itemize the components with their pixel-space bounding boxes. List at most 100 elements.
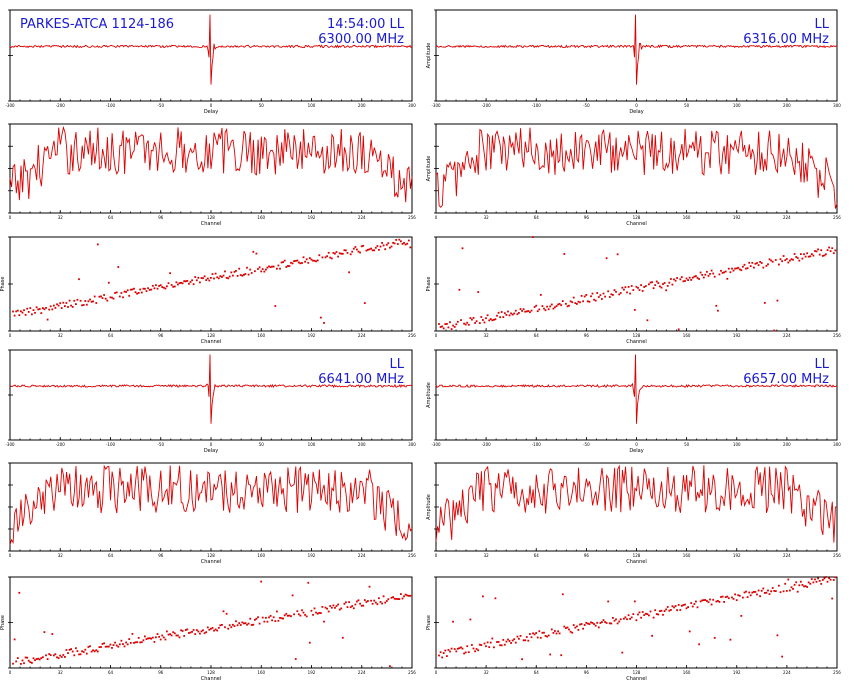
phase-point — [27, 659, 30, 662]
phase-point — [368, 585, 371, 588]
phase-point — [89, 645, 91, 648]
phase-point — [133, 287, 135, 290]
phase-point — [370, 247, 372, 250]
phase-point — [834, 576, 837, 579]
phase-point — [274, 305, 277, 307]
phase-point — [265, 616, 267, 619]
phase-point — [726, 595, 729, 598]
phase-point — [497, 311, 500, 314]
phase-point — [820, 583, 823, 585]
phase-point — [452, 620, 454, 623]
phase-point — [823, 577, 826, 580]
phase-point — [735, 599, 738, 601]
phase-point — [541, 631, 544, 634]
phase-point — [646, 319, 649, 322]
phase-point — [721, 595, 724, 598]
frequency-label: 6316.00 MHz — [743, 32, 829, 47]
phase-point — [239, 274, 242, 276]
phase-point — [590, 295, 592, 298]
phase-point — [106, 645, 109, 648]
phase-point — [696, 277, 699, 279]
phase-point — [177, 634, 179, 637]
phase-point — [828, 246, 830, 249]
phase-point — [192, 283, 195, 286]
phase-point — [131, 288, 134, 291]
x-tick-label: 256 — [833, 670, 841, 675]
phase-point — [627, 614, 630, 617]
phase-point — [260, 270, 263, 273]
phase-point — [158, 285, 160, 287]
phase-point — [695, 600, 697, 603]
phase-point — [621, 286, 624, 289]
phase-point — [524, 310, 527, 313]
phase-point — [491, 319, 494, 322]
phase-point — [302, 256, 305, 259]
phase-point — [497, 641, 500, 643]
phase-point — [409, 594, 412, 597]
phase-point — [195, 629, 198, 631]
phase-point — [765, 265, 768, 267]
phase-point — [745, 267, 747, 270]
phase-point — [651, 281, 653, 284]
phase-point — [82, 304, 85, 306]
phase-point — [566, 305, 569, 308]
phase-point — [321, 606, 324, 608]
phase-point — [605, 257, 608, 260]
x-tick-label: -200 — [56, 442, 66, 447]
phase-point — [438, 654, 440, 657]
phase-point — [315, 611, 317, 614]
phase-point — [557, 303, 559, 306]
phase-point — [308, 641, 311, 644]
x-axis-label: Channel — [626, 339, 647, 345]
phase-point — [323, 322, 325, 324]
polarization-label: LL — [815, 357, 830, 372]
phase-point — [260, 580, 263, 583]
phase-point — [582, 627, 584, 630]
phase-point — [502, 316, 505, 318]
phase-point — [483, 321, 486, 324]
phase-point — [480, 644, 483, 646]
phase-point — [701, 599, 704, 602]
phase-point — [329, 256, 332, 259]
phase-point — [188, 282, 190, 285]
x-tick-label: 96 — [584, 215, 590, 220]
phase-point — [682, 280, 685, 283]
phase-point — [810, 578, 813, 580]
phase-point — [107, 281, 110, 284]
phase-point — [693, 275, 696, 278]
phase-point — [804, 585, 807, 587]
phase-point — [561, 300, 564, 302]
phase-point — [792, 258, 794, 261]
phase-point — [707, 601, 710, 604]
chart-panel-2: 0 32 64 96 128 160 192 224 256 Channel — [8, 123, 416, 227]
phase-point — [112, 644, 115, 646]
phase-point — [71, 306, 74, 308]
x-tick-label: 64 — [534, 553, 540, 558]
phase-point — [740, 615, 743, 617]
phase-point — [527, 310, 530, 312]
phase-point — [486, 641, 489, 644]
phase-point — [524, 639, 527, 642]
phase-point — [668, 281, 671, 284]
phase-point — [638, 611, 641, 614]
phase-point — [280, 617, 283, 620]
phase-point — [401, 243, 404, 245]
phase-point — [519, 635, 522, 637]
phase-point — [557, 630, 559, 633]
phase-point — [539, 294, 542, 296]
phase-point — [89, 298, 91, 301]
x-tick-label: 256 — [408, 553, 416, 558]
phase-point — [607, 290, 610, 293]
phase-point — [665, 289, 668, 292]
phase-point — [216, 629, 219, 632]
phase-point — [319, 316, 322, 319]
phase-point — [507, 638, 509, 641]
phase-point — [532, 236, 534, 238]
phase-point — [48, 308, 51, 311]
phase-point — [327, 251, 330, 254]
phase-point — [566, 626, 569, 629]
chart-panel-5: 0 32 64 96 128 160 192 224 256 Channel Phase — [426, 236, 841, 345]
phase-point — [389, 665, 391, 668]
phase-point — [114, 641, 116, 644]
phase-point — [518, 312, 520, 314]
